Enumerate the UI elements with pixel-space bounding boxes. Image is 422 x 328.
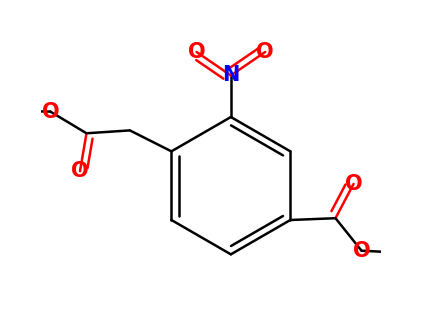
Text: O: O	[257, 42, 274, 62]
Text: O: O	[71, 161, 89, 181]
Text: O: O	[345, 174, 362, 194]
Text: O: O	[188, 42, 206, 62]
Text: O: O	[41, 102, 59, 122]
Text: O: O	[353, 241, 371, 261]
Text: N: N	[222, 66, 240, 86]
